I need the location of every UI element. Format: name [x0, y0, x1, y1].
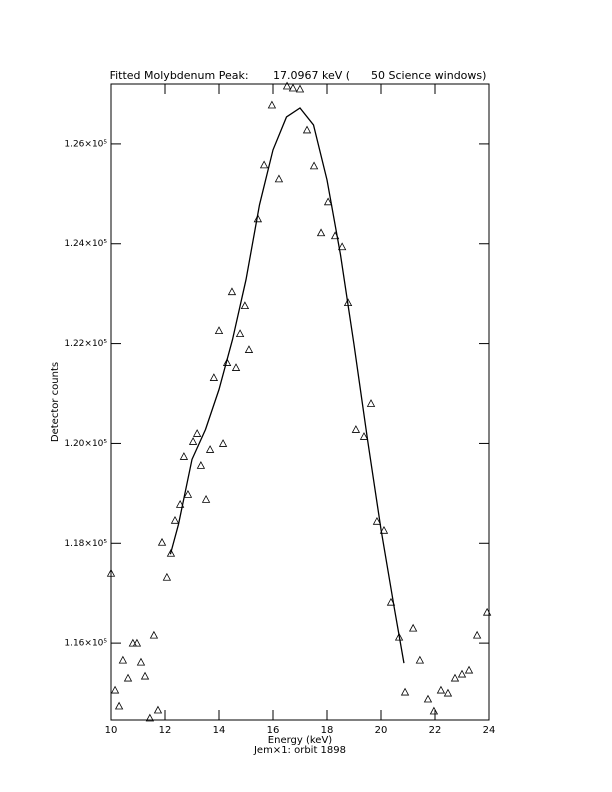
data-point [288, 83, 298, 92]
data-point [106, 568, 116, 577]
fit-curve [169, 107, 405, 664]
data-point [359, 432, 369, 440]
data-point [423, 694, 433, 703]
data-point [274, 174, 284, 183]
data-point [244, 345, 254, 353]
y-axis-label: Detector counts [50, 362, 61, 442]
x-tick-label: 10 [105, 725, 118, 736]
data-point [118, 655, 128, 664]
data-point [140, 671, 150, 680]
data-point [323, 197, 333, 206]
x-axis-label: Energy (keV) [268, 735, 333, 746]
data-point [188, 437, 198, 445]
data-point [379, 525, 389, 534]
data-point [128, 638, 138, 647]
data-point [162, 572, 172, 581]
data-point [222, 358, 232, 366]
y-tick-label: 1.16×10⁵ [64, 639, 107, 649]
data-point [309, 161, 319, 170]
data-point [170, 515, 180, 524]
chart-title: Fitted Molybdenum Peak: 17.0967 keV ( 50… [110, 69, 487, 82]
data-point [450, 673, 460, 682]
data-point [464, 665, 474, 674]
x-tick-label: 16 [267, 725, 280, 736]
x-tick-label: 24 [483, 725, 496, 736]
y-tick-label: 1.20×10⁵ [64, 439, 107, 449]
data-point [316, 228, 326, 237]
data-point [282, 81, 292, 90]
subtitle: Jem×1: orbit 1898 [253, 745, 346, 756]
data-point [302, 125, 312, 134]
data-point [366, 399, 376, 407]
data-point [235, 329, 245, 338]
data-point [295, 84, 305, 93]
data-point [436, 685, 446, 694]
y-tick-label: 1.18×10⁵ [64, 539, 107, 549]
data-point [408, 623, 418, 632]
data-point [372, 516, 382, 525]
data-point [145, 713, 155, 722]
data-point [337, 242, 347, 251]
data-point [179, 452, 189, 460]
data-point [457, 669, 467, 678]
x-tick-label: 12 [159, 725, 172, 736]
data-point [209, 373, 219, 381]
data-point [214, 326, 224, 335]
data-point [110, 685, 120, 694]
data-point [166, 548, 176, 557]
data-point [267, 100, 277, 109]
data-point [240, 301, 250, 310]
y-tick-label: 1.22×10⁵ [64, 339, 107, 349]
data-point [253, 214, 263, 223]
y-tick-label: 1.24×10⁵ [64, 239, 107, 249]
data-point [472, 630, 482, 639]
data-point [394, 632, 404, 641]
x-tick-label: 14 [213, 725, 226, 736]
data-point [259, 160, 269, 169]
data-point [192, 429, 202, 437]
plot-frame [110, 83, 490, 721]
data-point [149, 630, 159, 639]
data-point [429, 706, 439, 715]
data-point [157, 537, 167, 546]
y-tick-label: 1.26×10⁵ [64, 139, 107, 149]
x-tick-label: 22 [429, 725, 442, 736]
data-point [482, 607, 492, 616]
data-point [132, 638, 142, 647]
data-point [205, 445, 215, 453]
data-point [175, 499, 185, 508]
data-point [114, 701, 124, 710]
data-point [123, 673, 133, 682]
data-point [136, 657, 146, 666]
data-point [415, 655, 425, 664]
data-point [227, 287, 237, 296]
data-point [183, 490, 193, 498]
data-point [218, 439, 228, 447]
data-point [351, 425, 361, 433]
data-point [153, 705, 163, 714]
data-point [443, 688, 453, 697]
x-tick-label: 18 [321, 725, 334, 736]
data-point [201, 495, 211, 503]
data-point [196, 461, 206, 469]
data-point [400, 687, 410, 696]
x-tick-label: 20 [375, 725, 388, 736]
data-point [231, 363, 241, 371]
